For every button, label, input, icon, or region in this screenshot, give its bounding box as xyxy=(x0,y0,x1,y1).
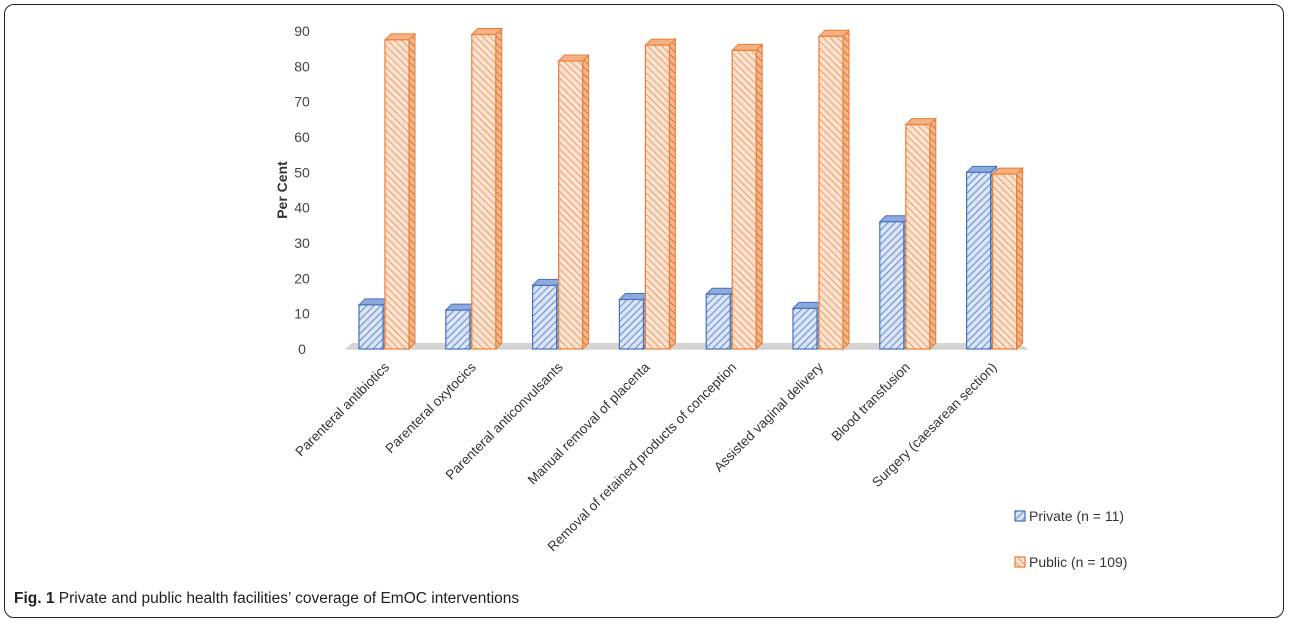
y-tick-label: 30 xyxy=(294,235,310,251)
y-tick-label: 60 xyxy=(294,129,310,145)
chart-floor xyxy=(345,343,1028,349)
bar-side xyxy=(408,32,416,351)
category-label: Parenteral oxytocics xyxy=(382,359,479,456)
legend-label-private: Private (n = 11) xyxy=(1029,508,1124,524)
category-label: Removal of retained products of concepti… xyxy=(545,360,740,555)
y-tick-label: 40 xyxy=(294,200,310,216)
bar-side xyxy=(582,53,590,351)
y-tick-label: 90 xyxy=(294,23,310,39)
legend-label-public: Public (n = 109) xyxy=(1029,554,1127,570)
bar-front xyxy=(991,173,1018,350)
legend-swatch-public xyxy=(1014,556,1026,568)
public-bar xyxy=(383,32,417,351)
bar-side xyxy=(495,27,503,351)
public-bar xyxy=(817,29,851,351)
y-axis-label: Per Cent xyxy=(274,161,290,219)
bar-side xyxy=(842,29,850,351)
y-tick-label: 80 xyxy=(294,58,310,74)
bar-top xyxy=(730,43,764,51)
bar-side xyxy=(755,43,763,351)
public-bar xyxy=(644,37,677,351)
bar-front xyxy=(618,298,645,350)
bar-top xyxy=(965,165,998,173)
bar-top xyxy=(383,33,417,41)
y-tick-label: 70 xyxy=(294,94,310,110)
caption-label: Fig. 1 xyxy=(14,590,55,607)
legend-swatch-private xyxy=(1014,510,1026,522)
bar-side xyxy=(929,117,937,351)
bar-side xyxy=(668,37,676,351)
public-bar xyxy=(557,53,590,351)
bar-top xyxy=(817,29,851,37)
caption-text: Private and public health facilities’ co… xyxy=(58,590,520,607)
bar-front xyxy=(358,304,384,350)
bar-front xyxy=(965,171,992,350)
bar-top xyxy=(470,28,504,36)
y-tick-label: 50 xyxy=(294,164,310,180)
public-bar xyxy=(730,43,764,351)
bar-front xyxy=(792,307,818,350)
bar-top xyxy=(644,38,677,46)
y-tick-label: 0 xyxy=(298,341,306,357)
bar-top xyxy=(904,118,938,126)
bar-top xyxy=(557,54,590,62)
bar-front xyxy=(531,284,558,350)
category-label: Parenteral antibiotics xyxy=(292,359,392,459)
public-bar xyxy=(470,27,504,351)
category-label: Blood transfusion xyxy=(829,360,913,444)
public-bar xyxy=(904,117,938,351)
bar-front xyxy=(879,221,905,350)
y-tick-label: 10 xyxy=(294,306,310,322)
bar-front xyxy=(905,124,931,350)
bar-front xyxy=(384,39,410,350)
y-tick-label: 20 xyxy=(294,270,310,286)
bar-front xyxy=(705,293,731,350)
public-bar xyxy=(991,166,1024,351)
bar-front xyxy=(644,44,671,350)
bar-side xyxy=(1016,166,1024,351)
figure-caption: Fig. 1 Private and public health facilit… xyxy=(14,590,519,608)
bar-front xyxy=(471,33,497,350)
bar-front xyxy=(557,60,584,350)
bar-front xyxy=(445,309,471,350)
bar-front xyxy=(818,35,844,350)
bar-top xyxy=(991,167,1024,175)
bar-front xyxy=(731,49,757,350)
figure-frame xyxy=(4,4,1284,618)
